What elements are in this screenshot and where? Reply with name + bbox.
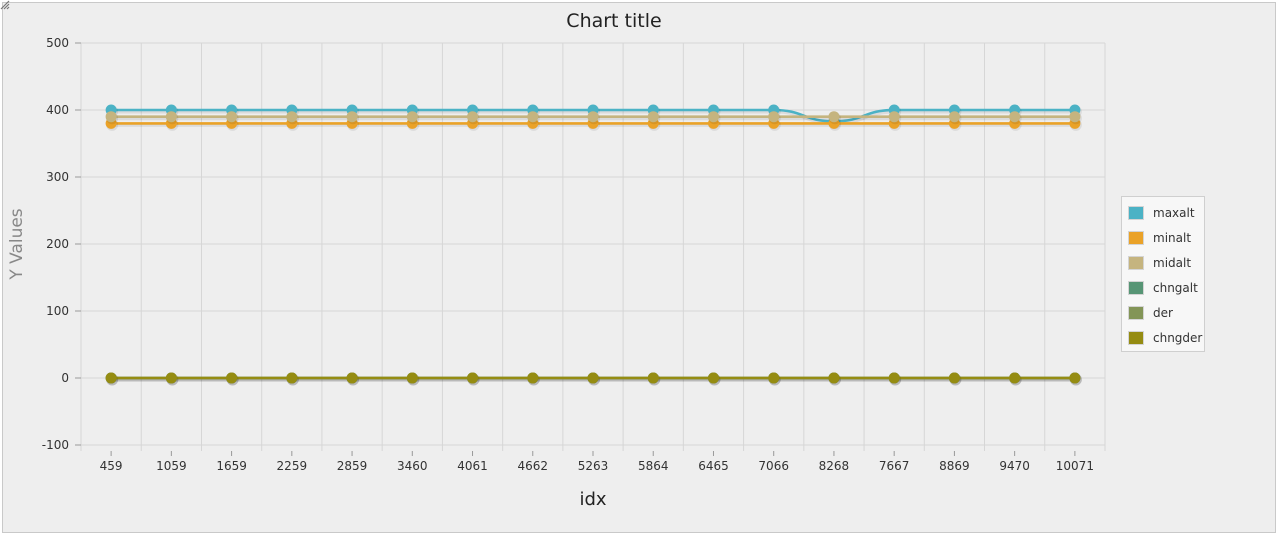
data-point[interactable]: [587, 111, 599, 123]
legend-swatch: [1128, 206, 1144, 220]
data-point[interactable]: [1009, 111, 1021, 123]
data-point[interactable]: [165, 372, 177, 384]
data-point[interactable]: [286, 111, 298, 123]
data-point[interactable]: [948, 111, 960, 123]
data-point[interactable]: [647, 372, 659, 384]
data-point[interactable]: [768, 111, 780, 123]
data-point[interactable]: [467, 372, 479, 384]
x-tick-label: 8268: [819, 459, 850, 473]
legend-label: chngder: [1153, 331, 1203, 345]
legend-swatch: [1128, 331, 1144, 345]
data-point[interactable]: [768, 372, 780, 384]
chart-title: Chart title: [566, 10, 661, 32]
data-point[interactable]: [707, 111, 719, 123]
data-point[interactable]: [286, 372, 298, 384]
chart-legend: maxalt minalt midalt chngalt der chngder: [1121, 196, 1205, 352]
y-axis-label: Y Values: [7, 208, 27, 280]
y-tick-label: 500: [46, 36, 69, 50]
x-axis-label: idx: [579, 489, 606, 510]
x-tick-label: 9470: [999, 459, 1030, 473]
data-point[interactable]: [647, 111, 659, 123]
legend-swatch: [1128, 256, 1144, 270]
x-tick-label: 10071: [1056, 459, 1094, 473]
x-tick-label: 1659: [216, 459, 247, 473]
data-point[interactable]: [346, 372, 358, 384]
x-tick-label: 459: [100, 459, 123, 473]
y-tick-label: 400: [46, 103, 69, 117]
x-tick-label: 5263: [578, 459, 609, 473]
x-tick-label: 3460: [397, 459, 428, 473]
data-point[interactable]: [406, 372, 418, 384]
series-midalt: [105, 111, 1082, 125]
y-tick-label: 100: [46, 304, 69, 318]
data-point[interactable]: [527, 111, 539, 123]
y-tick-label: 200: [46, 237, 69, 251]
legend-swatch: [1128, 306, 1144, 320]
data-point[interactable]: [226, 372, 238, 384]
legend-label: chngalt: [1153, 281, 1198, 295]
data-point[interactable]: [1009, 372, 1021, 384]
legend-label: midalt: [1153, 256, 1192, 270]
series-lines: [105, 104, 1082, 386]
legend-item-chngalt[interactable]: chngalt: [1128, 278, 1198, 298]
data-point[interactable]: [105, 111, 117, 123]
x-tick-label: 2259: [277, 459, 308, 473]
data-point[interactable]: [707, 372, 719, 384]
legend-label: der: [1153, 306, 1173, 320]
legend-swatch: [1128, 231, 1144, 245]
data-point[interactable]: [105, 372, 117, 384]
x-tick-label: 4662: [517, 459, 548, 473]
x-tick-label: 1059: [156, 459, 187, 473]
data-point[interactable]: [587, 372, 599, 384]
data-point[interactable]: [467, 111, 479, 123]
data-point[interactable]: [406, 111, 418, 123]
x-tick-label: 7667: [879, 459, 910, 473]
series-chngder: [105, 372, 1082, 386]
data-point[interactable]: [828, 111, 840, 123]
x-tick-label: 4061: [457, 459, 488, 473]
data-point[interactable]: [226, 111, 238, 123]
legend-swatch: [1128, 281, 1144, 295]
y-tick-label: 300: [46, 170, 69, 184]
data-point[interactable]: [527, 372, 539, 384]
legend-item-der[interactable]: der: [1128, 303, 1173, 323]
data-point[interactable]: [888, 111, 900, 123]
x-tick-label: 2859: [337, 459, 368, 473]
x-tick-label: 7066: [758, 459, 789, 473]
legend-item-chngder[interactable]: chngder: [1128, 328, 1202, 348]
resize-grip-icon[interactable]: [0, 0, 10, 10]
grid: [80, 42, 1106, 451]
data-point[interactable]: [165, 111, 177, 123]
data-point[interactable]: [828, 372, 840, 384]
legend-item-midalt[interactable]: midalt: [1128, 253, 1191, 273]
data-point[interactable]: [1069, 372, 1081, 384]
data-point[interactable]: [1069, 111, 1081, 123]
legend-item-maxalt[interactable]: maxalt: [1128, 203, 1195, 223]
x-tick-label: 6465: [698, 459, 729, 473]
y-tick-label: 0: [61, 371, 69, 385]
data-point[interactable]: [948, 372, 960, 384]
legend-label: minalt: [1153, 231, 1192, 245]
legend-label: maxalt: [1153, 206, 1195, 220]
y-tick-label: -100: [42, 438, 69, 452]
legend-item-minalt[interactable]: minalt: [1128, 228, 1191, 248]
x-tick-label: 5864: [638, 459, 669, 473]
data-point[interactable]: [888, 372, 900, 384]
axes: -100 0 100 200 300 400 500 459 1059 1659 2259 2859 3…: [42, 36, 1094, 473]
x-tick-label: 8869: [939, 459, 970, 473]
data-point[interactable]: [346, 111, 358, 123]
